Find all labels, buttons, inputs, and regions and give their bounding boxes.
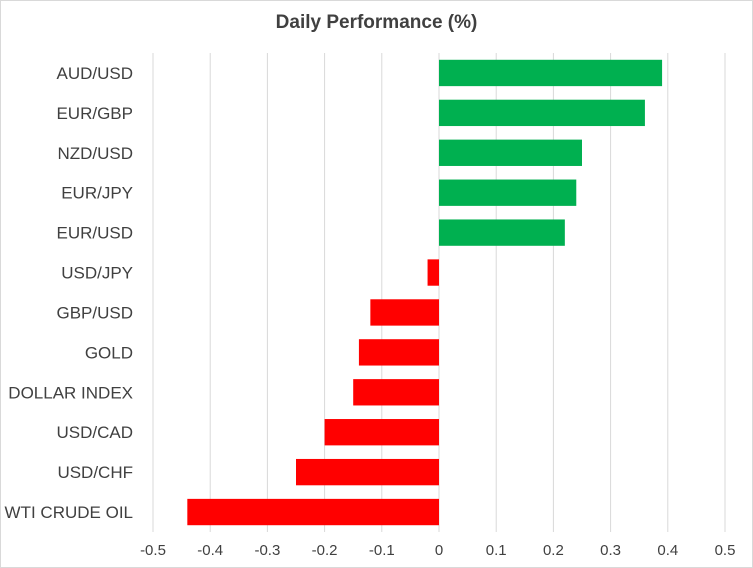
x-tick-label: 0.4 <box>657 542 678 559</box>
x-tick-label: -0.3 <box>254 542 280 559</box>
bar <box>187 498 439 526</box>
category-label: USD/CAD <box>56 423 133 442</box>
bar <box>427 259 439 286</box>
category-label: EUR/USD <box>56 224 133 243</box>
category-label: DOLLAR INDEX <box>8 383 133 402</box>
category-label: EUR/JPY <box>61 184 133 203</box>
x-tick-label: 0 <box>435 542 443 559</box>
bar <box>324 419 439 446</box>
x-tick-label: 0.5 <box>715 542 736 559</box>
x-tick-label: -0.2 <box>312 542 338 559</box>
category-label: WTI CRUDE OIL <box>5 503 133 522</box>
x-tick-label: 0.3 <box>600 542 621 559</box>
category-label: USD/JPY <box>61 264 133 283</box>
category-label: AUD/USD <box>56 64 133 83</box>
bar <box>439 139 582 166</box>
category-label: NZD/USD <box>57 144 133 163</box>
bar <box>358 339 439 366</box>
bar <box>439 179 577 206</box>
x-tick-label: 0.1 <box>486 542 507 559</box>
bar <box>439 219 565 246</box>
category-label: USD/CHF <box>57 463 133 482</box>
bar <box>370 299 439 326</box>
x-tick-label: -0.1 <box>369 542 395 559</box>
x-tick-label: -0.5 <box>140 542 166 559</box>
x-tick-label: 0.2 <box>543 542 564 559</box>
x-tick-label: -0.4 <box>197 542 223 559</box>
bar <box>353 379 439 406</box>
bar <box>296 458 439 486</box>
category-label: GBP/USD <box>56 303 133 322</box>
category-label: GOLD <box>85 343 133 362</box>
bar <box>439 59 663 87</box>
category-label: EUR/GBP <box>56 104 133 123</box>
chart-title: Daily Performance (%) <box>275 12 478 33</box>
bar <box>439 99 645 127</box>
